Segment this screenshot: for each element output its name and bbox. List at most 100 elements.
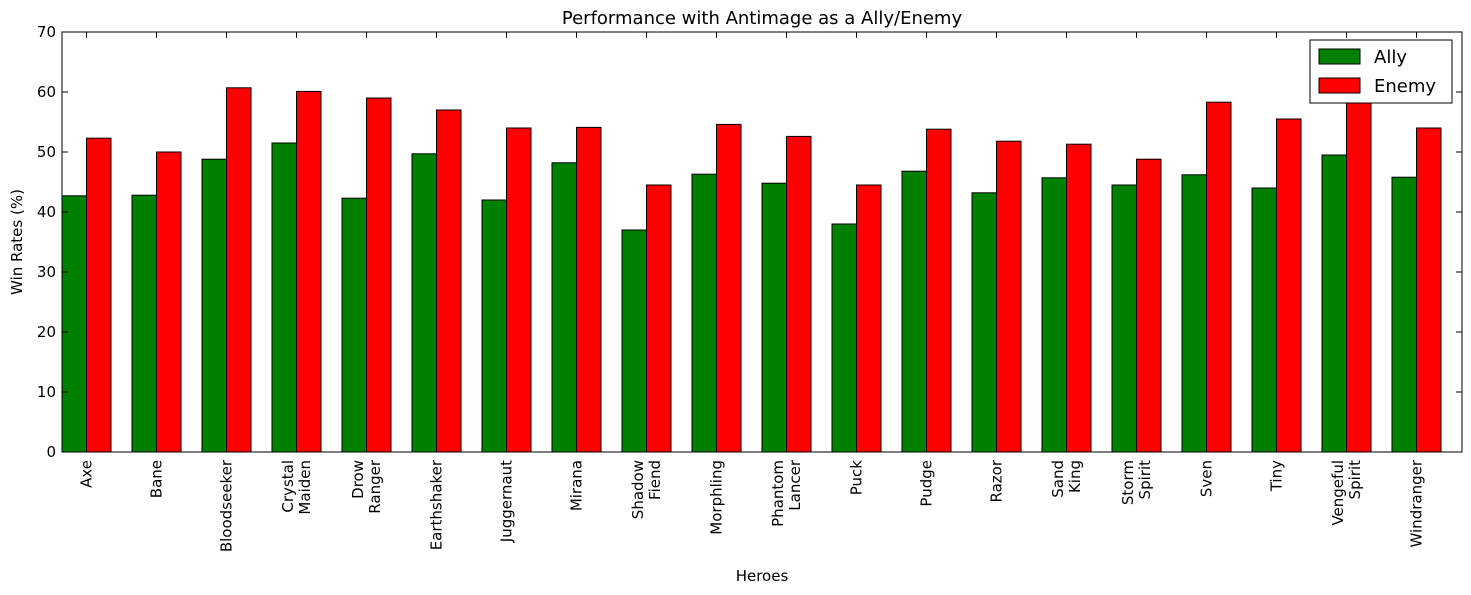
x-tick-label-line: Earthshaker bbox=[428, 459, 446, 550]
bar-ally bbox=[481, 199, 507, 453]
bar-ally bbox=[1321, 154, 1347, 453]
x-tick-label-line: Pudge bbox=[918, 460, 936, 507]
bar-ally bbox=[1391, 176, 1417, 453]
x-tick-label-line: Maiden bbox=[296, 460, 314, 515]
bar-enemy bbox=[1276, 118, 1302, 453]
x-tick-label: Sand King bbox=[1049, 460, 1084, 498]
bar-ally bbox=[61, 195, 87, 453]
x-tick-label-line: Lancer bbox=[786, 459, 804, 511]
bar-enemy bbox=[1206, 101, 1232, 453]
x-tick-label: Drow Ranger bbox=[349, 459, 384, 514]
bar-ally bbox=[201, 158, 227, 453]
x-tick-label-line: Shadow bbox=[629, 460, 647, 519]
bar-ally bbox=[971, 192, 997, 453]
x-tick-label-line: Morphling bbox=[708, 460, 726, 535]
x-tick-label: Tiny bbox=[1268, 460, 1286, 492]
x-tick-label-line: Drow bbox=[349, 460, 367, 499]
bar-ally bbox=[1111, 184, 1137, 453]
y-tick-label: 40 bbox=[37, 203, 56, 221]
y-tick-label: 30 bbox=[37, 263, 56, 281]
bars-layer bbox=[61, 87, 1442, 453]
y-axis: 0 10 20 30 40 50 60 70 bbox=[37, 23, 1462, 461]
bar-ally bbox=[1251, 187, 1277, 453]
x-tick-label-line: King bbox=[1066, 460, 1084, 493]
y-axis-title: Win Rates (%) bbox=[8, 189, 26, 295]
x-tick-label-line: Fiend bbox=[646, 460, 664, 500]
x-tick-label-line: Axe bbox=[78, 460, 96, 488]
bar-enemy bbox=[366, 97, 392, 453]
bar-ally bbox=[551, 162, 577, 453]
x-tick-label: Bloodseeker bbox=[218, 459, 236, 552]
x-tick-label-line: Juggernaut bbox=[498, 460, 516, 543]
bar-ally bbox=[831, 223, 857, 453]
x-tick-label-line: Vengeful bbox=[1329, 460, 1347, 526]
x-tick-label-line: Tiny bbox=[1268, 460, 1286, 492]
bar-ally bbox=[621, 229, 647, 453]
bar-enemy bbox=[856, 184, 882, 453]
bar-ally bbox=[411, 153, 437, 453]
x-tick-label: Earthshaker bbox=[428, 459, 446, 550]
x-tick-label: Morphling bbox=[708, 460, 726, 535]
bar-ally bbox=[131, 194, 157, 453]
y-tick-label: 60 bbox=[37, 83, 56, 101]
x-tick-label-line: Spirit bbox=[1136, 460, 1154, 500]
bar-enemy bbox=[786, 135, 812, 453]
x-tick-label: Phantom Lancer bbox=[769, 459, 804, 527]
x-tick-label: Vengeful Spirit bbox=[1329, 460, 1364, 526]
bar-enemy bbox=[1136, 158, 1162, 453]
bar-ally bbox=[341, 197, 367, 453]
x-tick-label-line: Crystal bbox=[279, 460, 297, 513]
bar-ally bbox=[271, 142, 297, 453]
x-tick-label: Shadow Fiend bbox=[629, 460, 664, 519]
x-tick-label-line: Phantom bbox=[769, 460, 787, 527]
legend-label-ally: Ally bbox=[1374, 47, 1407, 68]
bar-enemy bbox=[1066, 143, 1092, 453]
bar-enemy bbox=[716, 123, 742, 453]
x-tick-label: Sven bbox=[1198, 460, 1216, 497]
bar-enemy bbox=[576, 126, 602, 453]
bar-ally bbox=[901, 170, 927, 453]
bar-enemy bbox=[506, 127, 532, 453]
legend-label-enemy: Enemy bbox=[1374, 76, 1436, 97]
chart-title: Performance with Antimage as a Ally/Enem… bbox=[562, 8, 963, 29]
plot-frame bbox=[61, 31, 1463, 453]
x-tick-label: Storm Spirit bbox=[1119, 460, 1154, 505]
x-tick-label: Crystal Maiden bbox=[279, 460, 314, 515]
bar-enemy bbox=[156, 151, 182, 453]
bar-enemy bbox=[1346, 101, 1372, 453]
bar-ally bbox=[1041, 177, 1067, 453]
x-tick-label: Mirana bbox=[568, 460, 586, 511]
y-tick-label: 0 bbox=[46, 443, 56, 461]
bar-enemy bbox=[996, 140, 1022, 453]
x-tick-label-line: Razor bbox=[988, 459, 1006, 502]
x-axis-title: Heroes bbox=[736, 567, 789, 585]
bar-enemy bbox=[86, 137, 112, 453]
x-tick-label-line: Puck bbox=[848, 460, 866, 496]
x-tick-label-line: Storm bbox=[1119, 460, 1137, 505]
bar-ally bbox=[761, 182, 787, 453]
x-tick-label: Puck bbox=[848, 460, 866, 496]
bar-enemy bbox=[926, 128, 952, 453]
bar-enemy bbox=[226, 87, 252, 453]
x-tick-label-line: Windranger bbox=[1408, 459, 1426, 547]
x-tick-label-line: Ranger bbox=[366, 459, 384, 514]
x-tick-label: Windranger bbox=[1408, 459, 1426, 547]
bar-ally bbox=[1181, 174, 1207, 453]
x-axis: Axe Bane Bloodseeker Crystal Maiden Drow Range… bbox=[78, 32, 1426, 552]
x-tick-label: Razor bbox=[988, 459, 1006, 502]
y-tick-label: 20 bbox=[37, 323, 56, 341]
x-tick-label: Juggernaut bbox=[498, 460, 516, 543]
x-tick-label: Pudge bbox=[918, 460, 936, 507]
x-tick-label-line: Bloodseeker bbox=[218, 459, 236, 552]
bar-ally bbox=[691, 173, 717, 453]
y-tick-label: 70 bbox=[37, 23, 56, 41]
bar-enemy bbox=[436, 109, 462, 453]
bar-enemy bbox=[646, 184, 672, 453]
x-tick-label-line: Sand bbox=[1049, 460, 1067, 498]
x-tick-label-line: Bane bbox=[148, 460, 166, 498]
y-tick-label: 50 bbox=[37, 143, 56, 161]
x-tick-label-line: Spirit bbox=[1346, 460, 1364, 500]
legend-swatch-ally bbox=[1318, 48, 1361, 65]
bar-enemy bbox=[1416, 127, 1442, 453]
